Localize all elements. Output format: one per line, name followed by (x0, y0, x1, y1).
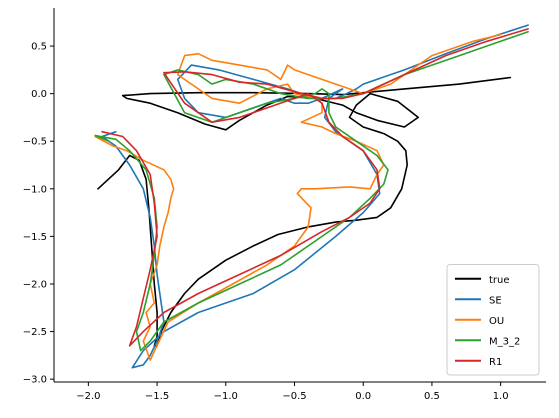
series-layer (94, 24, 529, 369)
legend: true SE OU M_3_2 R1 (446, 264, 540, 376)
legend-label: true (489, 275, 510, 286)
x-tick-label: 0.0 (355, 391, 371, 402)
series-line-m-3-2 (94, 30, 529, 352)
y-tick-label: −1.0 (23, 184, 47, 195)
legend-label: SE (489, 295, 502, 306)
series-line-true (97, 76, 512, 347)
legend-frame (446, 264, 540, 376)
x-tick-label: −1.0 (214, 391, 238, 402)
series-line-r1 (101, 28, 529, 347)
x-tick-label: 1.0 (493, 391, 509, 402)
y-tick-label: −3.0 (23, 375, 47, 386)
x-tick-label: −1.5 (145, 391, 169, 402)
y-tick-label: −2.0 (23, 279, 47, 290)
y-tick-label: 0.5 (31, 42, 47, 53)
y-tick-label: 0.0 (31, 89, 47, 100)
y-tick-label: −1.5 (23, 232, 47, 243)
x-tick-label: 0.5 (424, 391, 440, 402)
axes-layer: −2.0 −1.5 −1.0 −0.5 0.0 0.5 1.0 0.5 0.0 −0.5 −1.0 −… (23, 8, 546, 402)
legend-label: M_3_2 (489, 336, 520, 347)
legend-label: R1 (489, 357, 502, 368)
legend-label: OU (489, 316, 504, 327)
x-tick-label: −0.5 (282, 391, 306, 402)
y-tick-label: −2.5 (23, 327, 47, 338)
series-line-ou (94, 33, 502, 361)
y-tick-label: −0.5 (23, 137, 47, 148)
x-tick-label: −2.0 (76, 391, 100, 402)
